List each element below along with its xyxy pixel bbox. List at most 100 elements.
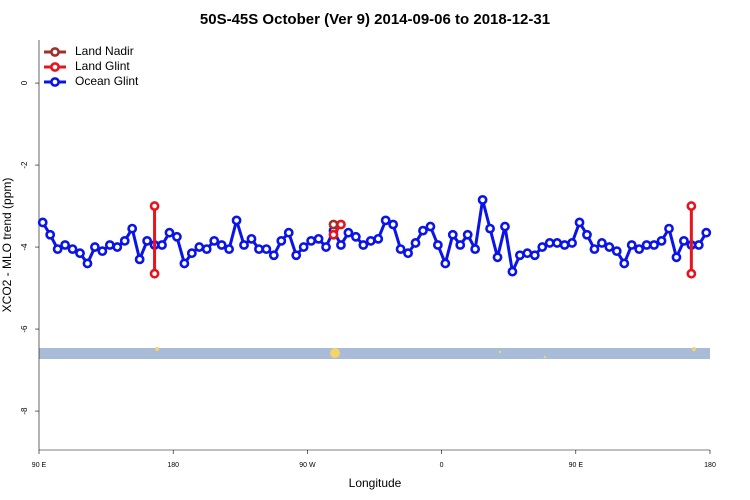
data-point [604,242,615,252]
data-point [596,238,607,248]
data-point [67,244,78,254]
data-point [641,240,652,250]
data-point [537,242,548,252]
data-point [179,258,190,269]
data-point [82,258,93,269]
data-point [157,240,167,250]
data-point [254,244,264,254]
data-point [350,231,361,242]
data-point [97,246,108,257]
data-point [119,235,130,246]
data-point [45,229,56,240]
data-point [343,227,354,238]
data-point [328,229,339,240]
data-point [261,244,272,254]
y-tick-label: -4 [20,243,29,251]
data-point [477,194,488,205]
land-marker [155,347,159,351]
data-point [60,240,70,250]
y-tick-label: -2 [20,161,29,169]
x-axis-label: Longitude [349,476,402,490]
legend-label: Ocean Glint [75,74,139,88]
data-point [365,235,376,246]
x-tick-label: 180 [167,462,179,469]
data-point [142,235,153,246]
data-point [492,252,503,263]
data-point [418,225,428,236]
data-point [231,215,242,226]
data-point [388,219,399,230]
x-tick-label: 180 [704,462,716,469]
land-marker [543,355,547,359]
data-point [522,248,533,259]
data-point [544,238,555,248]
data-point [216,240,227,250]
data-point [425,221,436,232]
chart-title: 50S-45S October (Ver 9) 2014-09-06 to 20… [200,11,550,28]
data-point [246,233,257,244]
y-tick-label: -8 [20,407,29,415]
data-point [209,235,220,246]
legend-marker [50,62,60,72]
data-point [567,238,577,248]
data-point [268,250,279,261]
data-point [686,201,697,211]
data-point [149,201,160,211]
land-markers [155,347,696,359]
data-point [395,244,406,254]
data-point [380,215,391,226]
data-point [149,268,160,279]
data-point [283,227,294,238]
data-point [574,217,585,228]
data-point [455,240,466,250]
legend-label: Land Nadir [75,44,134,58]
data-point [500,221,510,232]
data-point [321,242,331,252]
data-point [582,229,592,240]
data-point [514,250,525,261]
legend-marker [50,77,60,87]
land-marker [692,347,696,351]
y-axis-label: XCO2 - MLO trend (ppm) [0,178,14,313]
data-point [336,219,346,230]
data-point [239,240,249,250]
data-point [507,266,518,277]
data-point [52,244,63,254]
data-point [462,229,473,240]
data-point [104,240,115,250]
data-point [656,235,667,246]
data-point [440,258,451,269]
data-point [485,223,495,234]
y-tick-label: -6 [20,325,29,333]
data-point [447,229,458,240]
data-point [686,268,697,279]
data-point [164,227,175,238]
data-point [470,244,481,254]
data-point [306,235,317,246]
data-point [298,242,309,252]
data-point [679,235,689,246]
data-point [649,240,659,250]
data-point [626,240,637,250]
data-point [194,242,205,252]
data-point [634,244,645,254]
data-point [336,240,346,250]
land-marker [498,350,502,354]
data-point [134,254,145,265]
legend-label: Land Glint [75,59,130,73]
data-point [112,242,123,252]
data-point [224,244,235,254]
data-point [328,219,339,230]
data-point [529,250,540,261]
data-point [172,231,182,242]
data-point [373,233,384,244]
data-point [90,242,100,252]
data-point [37,217,48,228]
data-point [276,235,287,246]
data-point [589,244,600,254]
data-point [671,252,682,263]
data-point [701,227,712,238]
data-point [552,238,563,248]
